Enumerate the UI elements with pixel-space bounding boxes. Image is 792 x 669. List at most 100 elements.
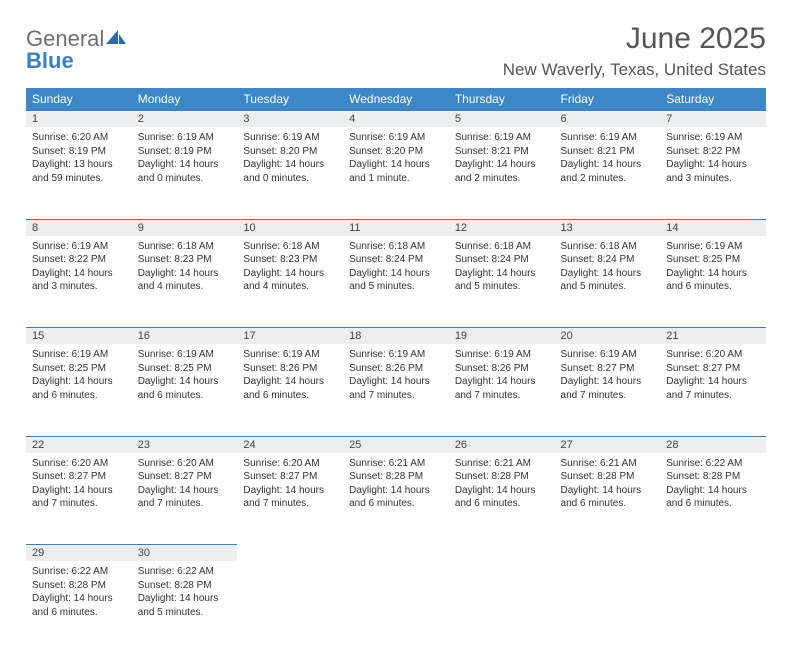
day-number-cell: 23 [132, 436, 238, 453]
day-content-cell: Sunrise: 6:19 AMSunset: 8:20 PMDaylight:… [237, 127, 343, 213]
sunrise-line: Sunrise: 6:19 AM [666, 131, 760, 145]
sunset-line: Sunset: 8:27 PM [32, 470, 126, 484]
weekday-header: Monday [132, 88, 238, 111]
sunset-line: Sunset: 8:19 PM [138, 145, 232, 159]
day-content-cell: Sunrise: 6:19 AMSunset: 8:26 PMDaylight:… [449, 344, 555, 430]
day-number-cell: 25 [343, 436, 449, 453]
sunset-line: Sunset: 8:27 PM [243, 470, 337, 484]
sunrise-line: Sunrise: 6:19 AM [32, 348, 126, 362]
daylight-line: Daylight: 13 hours and 59 minutes. [32, 158, 126, 185]
day-number-row: 2930 [26, 545, 766, 562]
day-content-cell: Sunrise: 6:19 AMSunset: 8:26 PMDaylight:… [343, 344, 449, 430]
day-content-cell: Sunrise: 6:22 AMSunset: 8:28 PMDaylight:… [660, 453, 766, 539]
title-block: June 2025 New Waverly, Texas, United Sta… [503, 22, 766, 80]
day-content-cell: Sunrise: 6:19 AMSunset: 8:20 PMDaylight:… [343, 127, 449, 213]
day-number-cell: 14 [660, 219, 766, 236]
sunrise-line: Sunrise: 6:22 AM [138, 565, 232, 579]
daylight-line: Daylight: 14 hours and 6 minutes. [32, 592, 126, 619]
daylight-line: Daylight: 14 hours and 7 minutes. [455, 375, 549, 402]
day-content-cell: Sunrise: 6:19 AMSunset: 8:22 PMDaylight:… [26, 236, 132, 322]
weekday-header: Sunday [26, 88, 132, 111]
day-number-cell: 26 [449, 436, 555, 453]
daylight-line: Daylight: 14 hours and 4 minutes. [243, 267, 337, 294]
day-number-cell: 30 [132, 545, 238, 562]
daylight-line: Daylight: 14 hours and 7 minutes. [561, 375, 655, 402]
daylight-line: Daylight: 14 hours and 7 minutes. [138, 484, 232, 511]
weekday-header: Friday [555, 88, 661, 111]
day-number-cell: 28 [660, 436, 766, 453]
sunset-line: Sunset: 8:28 PM [666, 470, 760, 484]
sunset-line: Sunset: 8:25 PM [32, 362, 126, 376]
sunrise-line: Sunrise: 6:19 AM [349, 348, 443, 362]
day-number-cell: 8 [26, 219, 132, 236]
day-number-cell: 7 [660, 111, 766, 128]
sunset-line: Sunset: 8:21 PM [561, 145, 655, 159]
sunset-line: Sunset: 8:27 PM [138, 470, 232, 484]
sunset-line: Sunset: 8:23 PM [138, 253, 232, 267]
day-number-cell: 24 [237, 436, 343, 453]
day-content-cell: Sunrise: 6:18 AMSunset: 8:23 PMDaylight:… [237, 236, 343, 322]
sunrise-line: Sunrise: 6:21 AM [349, 457, 443, 471]
day-content-cell [555, 561, 661, 647]
daylight-line: Daylight: 14 hours and 0 minutes. [138, 158, 232, 185]
day-content-row: Sunrise: 6:19 AMSunset: 8:25 PMDaylight:… [26, 344, 766, 430]
sunset-line: Sunset: 8:24 PM [561, 253, 655, 267]
daylight-line: Daylight: 14 hours and 5 minutes. [561, 267, 655, 294]
day-number-cell: 19 [449, 328, 555, 345]
day-number-row: 1234567 [26, 111, 766, 128]
daylight-line: Daylight: 14 hours and 7 minutes. [32, 484, 126, 511]
day-number-cell: 3 [237, 111, 343, 128]
day-number-cell [660, 545, 766, 562]
calendar-table: Sunday Monday Tuesday Wednesday Thursday… [26, 88, 766, 647]
sunrise-line: Sunrise: 6:20 AM [32, 131, 126, 145]
day-number-cell [343, 545, 449, 562]
sunset-line: Sunset: 8:25 PM [138, 362, 232, 376]
day-number-cell [237, 545, 343, 562]
day-content-cell: Sunrise: 6:21 AMSunset: 8:28 PMDaylight:… [555, 453, 661, 539]
day-number-cell: 2 [132, 111, 238, 128]
weekday-header: Wednesday [343, 88, 449, 111]
sunrise-line: Sunrise: 6:21 AM [455, 457, 549, 471]
daylight-line: Daylight: 14 hours and 7 minutes. [349, 375, 443, 402]
daylight-line: Daylight: 14 hours and 2 minutes. [561, 158, 655, 185]
sail-icon [106, 28, 126, 50]
day-content-cell [343, 561, 449, 647]
day-content-row: Sunrise: 6:20 AMSunset: 8:19 PMDaylight:… [26, 127, 766, 213]
day-content-row: Sunrise: 6:20 AMSunset: 8:27 PMDaylight:… [26, 453, 766, 539]
sunrise-line: Sunrise: 6:22 AM [32, 565, 126, 579]
daylight-line: Daylight: 14 hours and 6 minutes. [561, 484, 655, 511]
daylight-line: Daylight: 14 hours and 6 minutes. [666, 484, 760, 511]
calendar-body: 1234567Sunrise: 6:20 AMSunset: 8:19 PMDa… [26, 111, 766, 648]
daylight-line: Daylight: 14 hours and 4 minutes. [138, 267, 232, 294]
page-title: June 2025 [503, 22, 766, 56]
day-content-cell: Sunrise: 6:22 AMSunset: 8:28 PMDaylight:… [132, 561, 238, 647]
day-content-cell: Sunrise: 6:19 AMSunset: 8:25 PMDaylight:… [132, 344, 238, 430]
sunset-line: Sunset: 8:28 PM [349, 470, 443, 484]
day-content-cell: Sunrise: 6:20 AMSunset: 8:19 PMDaylight:… [26, 127, 132, 213]
daylight-line: Daylight: 14 hours and 2 minutes. [455, 158, 549, 185]
day-content-cell: Sunrise: 6:21 AMSunset: 8:28 PMDaylight:… [343, 453, 449, 539]
page: General Blue June 2025 New Waverly, Texa… [0, 0, 792, 669]
daylight-line: Daylight: 14 hours and 3 minutes. [666, 158, 760, 185]
daylight-line: Daylight: 14 hours and 7 minutes. [243, 484, 337, 511]
day-content-cell: Sunrise: 6:19 AMSunset: 8:26 PMDaylight:… [237, 344, 343, 430]
day-number-cell: 18 [343, 328, 449, 345]
day-number-cell [555, 545, 661, 562]
sunset-line: Sunset: 8:24 PM [349, 253, 443, 267]
sunrise-line: Sunrise: 6:19 AM [138, 131, 232, 145]
day-number-cell: 17 [237, 328, 343, 345]
weekday-header-row: Sunday Monday Tuesday Wednesday Thursday… [26, 88, 766, 111]
sunset-line: Sunset: 8:26 PM [349, 362, 443, 376]
daylight-line: Daylight: 14 hours and 6 minutes. [32, 375, 126, 402]
daylight-line: Daylight: 14 hours and 6 minutes. [349, 484, 443, 511]
day-number-cell: 4 [343, 111, 449, 128]
sunrise-line: Sunrise: 6:19 AM [666, 240, 760, 254]
daylight-line: Daylight: 14 hours and 6 minutes. [138, 375, 232, 402]
day-content-row: Sunrise: 6:22 AMSunset: 8:28 PMDaylight:… [26, 561, 766, 647]
sunrise-line: Sunrise: 6:20 AM [138, 457, 232, 471]
day-content-cell: Sunrise: 6:20 AMSunset: 8:27 PMDaylight:… [26, 453, 132, 539]
weekday-header: Saturday [660, 88, 766, 111]
day-number-row: 891011121314 [26, 219, 766, 236]
sunset-line: Sunset: 8:28 PM [32, 579, 126, 593]
day-content-cell [449, 561, 555, 647]
